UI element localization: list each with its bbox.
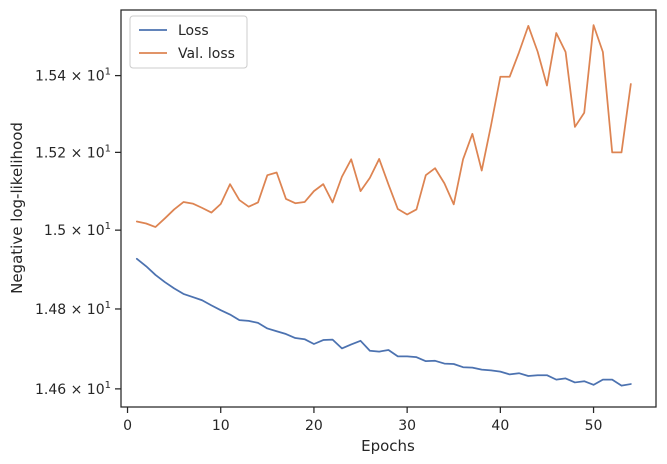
plot-background xyxy=(121,10,656,407)
x-axis-label: Epochs xyxy=(361,437,415,455)
x-axis-ticks: 0 10 20 30 40 50 xyxy=(123,407,602,434)
plot-frame xyxy=(120,9,657,408)
y-axis-ticks: 1.46 × 101 1.48 × 101 1.5 × 101 1.52 × 101 1… xyxy=(35,67,121,398)
legend: Loss Val. loss xyxy=(129,15,248,69)
x-tick-label: 40 xyxy=(491,418,509,434)
y-tick-label: 1.5 × 101 xyxy=(44,221,111,239)
x-tick-label: 30 xyxy=(398,418,416,434)
x-tick-label: 50 xyxy=(585,418,603,434)
y-axis-label: Negative log-likelihood xyxy=(8,122,26,294)
legend-label: Val. loss xyxy=(178,46,235,62)
x-tick-label: 10 xyxy=(212,418,230,434)
series-layer xyxy=(135,24,632,387)
legend-label: Loss xyxy=(178,23,209,39)
y-tick-label: 1.46 × 101 xyxy=(35,380,111,398)
y-tick-label: 1.52 × 101 xyxy=(35,143,111,161)
series-line-loss xyxy=(135,257,632,387)
series-line-val-loss xyxy=(135,24,632,228)
y-tick-label: 1.54 × 101 xyxy=(35,67,111,85)
legend-frame xyxy=(129,15,248,69)
x-tick-label: 20 xyxy=(305,418,323,434)
y-tick-label: 1.48 × 101 xyxy=(35,300,111,318)
x-tick-label: 0 xyxy=(123,418,132,434)
